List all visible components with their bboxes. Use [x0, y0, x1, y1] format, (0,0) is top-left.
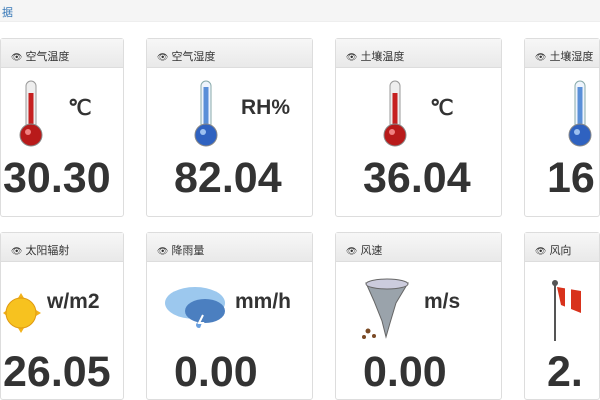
sensor-value: 0.00: [363, 348, 447, 396]
windsock-icon: [535, 273, 585, 343]
card-title: 太阳辐射: [25, 245, 70, 257]
sensor-card: 👁 降雨量 mm/h 0.00: [146, 232, 313, 400]
card-title: 土壤湿度: [549, 51, 594, 63]
sensor-card: 👁 风速 m/s 0.00: [335, 232, 502, 400]
sensor-value: 26.05: [3, 348, 111, 396]
sensor-card: 👁 土壤温度 ℃ 36.04: [335, 38, 502, 217]
card-header: 👁 土壤湿度: [525, 39, 599, 68]
card-header: 👁 土壤温度: [336, 39, 501, 68]
card-title: 风速: [360, 245, 383, 257]
sensor-card: 👁 太阳辐射 w/m2 26.05: [0, 232, 124, 400]
card-header: 👁 降雨量: [147, 233, 312, 262]
card-header: 👁 空气温度: [1, 39, 123, 68]
card-title: 降雨量: [171, 245, 205, 257]
sensor-card: 👁 空气温度 ℃ 30.30: [0, 38, 124, 217]
card-header: 👁 风速: [336, 233, 501, 262]
eye-icon[interactable]: 👁: [11, 52, 23, 62]
card-title: 空气湿度: [171, 51, 216, 63]
sensor-card: 👁 风向 2.: [524, 232, 600, 400]
unit-label: mm/h: [235, 290, 292, 313]
card-title: 土壤温度: [360, 51, 405, 63]
sensor-value: 82.04: [174, 154, 282, 202]
eye-icon[interactable]: 👁: [346, 52, 358, 62]
eye-icon[interactable]: 👁: [157, 52, 169, 62]
sensor-value: 36.04: [363, 154, 471, 202]
sensor-card: 👁 土壤湿度 16: [524, 38, 600, 217]
unit-label: ℃: [430, 97, 454, 120]
sensor-card: 👁 空气湿度 RH% 82.04: [146, 38, 313, 217]
eye-icon[interactable]: 👁: [346, 246, 358, 256]
card-title: 空气温度: [25, 51, 70, 63]
eye-icon[interactable]: 👁: [535, 52, 547, 62]
unit-label: ℃: [68, 97, 92, 120]
card-title: 风向: [549, 245, 572, 257]
sensor-value: 2.: [547, 348, 583, 396]
eye-icon[interactable]: 👁: [157, 246, 169, 256]
thermometer-blue-icon: [191, 79, 221, 149]
card-header: 👁 风向: [525, 233, 599, 262]
thermometer-blue-icon: [565, 79, 595, 149]
unit-label: w/m2: [47, 290, 100, 313]
thermometer-red-icon: [380, 79, 410, 149]
tornado-icon: [348, 273, 418, 343]
card-header: 👁 空气湿度: [147, 39, 312, 68]
unit-label: RH%: [241, 96, 291, 119]
thermometer-red-icon: [16, 79, 46, 149]
unit-label: m/s: [424, 290, 461, 313]
sensor-value: 30.30: [3, 154, 111, 202]
breadcrumb-link[interactable]: 据: [2, 7, 13, 19]
sun-icon: [1, 273, 43, 343]
card-header: 👁 太阳辐射: [1, 233, 123, 262]
top-bar: 据: [0, 0, 600, 22]
eye-icon[interactable]: 👁: [535, 246, 547, 256]
sensor-value: 16: [547, 154, 595, 202]
eye-icon[interactable]: 👁: [11, 246, 23, 256]
rain-cloud-icon: [159, 273, 229, 343]
sensor-value: 0.00: [174, 348, 258, 396]
